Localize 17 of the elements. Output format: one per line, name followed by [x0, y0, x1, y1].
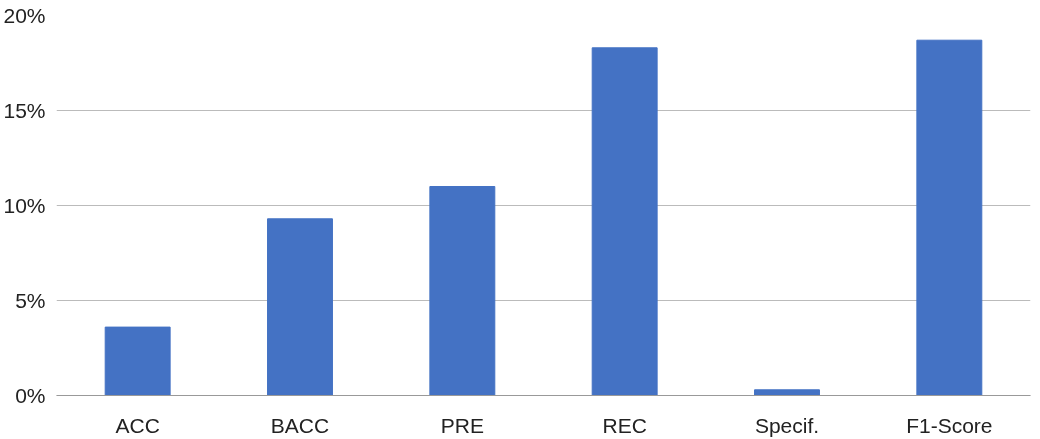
- x-tick-label: F1-Score: [906, 413, 993, 437]
- x-tick-label: Specif.: [754, 413, 820, 437]
- y-tick-label: 0%: [15, 384, 46, 407]
- x-tick-label: BACC: [270, 413, 330, 437]
- y-tick-label: 5%: [15, 289, 46, 312]
- x-tick-label: PRE: [440, 413, 484, 437]
- bar: [429, 186, 496, 396]
- bar: [754, 389, 820, 396]
- bar: [591, 47, 658, 396]
- bar: [916, 39, 983, 396]
- x-tick-label: ACC: [115, 413, 160, 437]
- bar: [267, 218, 333, 396]
- y-tick-label: 20%: [3, 4, 46, 27]
- y-tick-label: 15%: [3, 99, 46, 122]
- x-tick-label: REC: [602, 413, 647, 437]
- y-tick-label: 10%: [3, 194, 46, 217]
- bar: [104, 326, 171, 396]
